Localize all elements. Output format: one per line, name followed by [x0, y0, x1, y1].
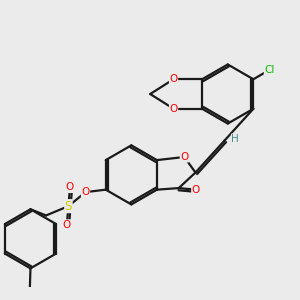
Text: H: H	[231, 134, 239, 144]
Text: S: S	[65, 200, 72, 213]
Text: O: O	[66, 182, 74, 193]
Text: O: O	[63, 220, 71, 230]
Text: O: O	[81, 187, 90, 197]
Text: O: O	[192, 185, 200, 195]
Text: O: O	[169, 74, 178, 84]
Text: O: O	[180, 152, 188, 162]
Text: Cl: Cl	[264, 65, 275, 75]
Text: O: O	[169, 104, 178, 114]
